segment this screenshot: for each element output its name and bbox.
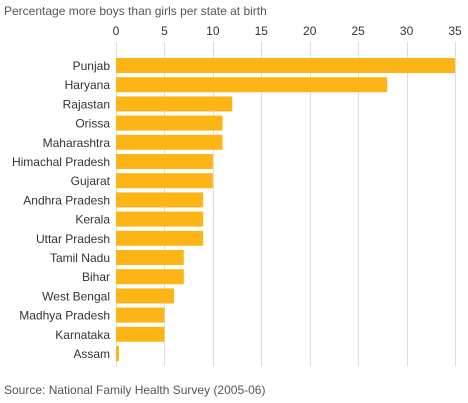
bar [116, 96, 233, 112]
bar [116, 192, 204, 208]
category-label: Haryana [65, 78, 111, 92]
category-label: Assam [73, 347, 110, 361]
category-label: Karnataka [55, 328, 110, 342]
bar [116, 288, 175, 304]
x-tick-label: 10 [206, 24, 220, 38]
x-tick-label: 25 [351, 24, 365, 38]
x-axis-ticks: 0 5 10 15 20 25 30 35 [113, 24, 462, 38]
category-label: Maharashtra [43, 136, 111, 150]
bar [116, 134, 223, 150]
bar [116, 346, 119, 361]
bar [116, 154, 213, 169]
bar [116, 326, 165, 342]
category-label: Gujarat [71, 174, 111, 188]
x-tick-label: 0 [113, 24, 120, 38]
category-label: Madhya Pradesh [19, 309, 110, 323]
bar [116, 269, 184, 285]
category-label: Himachal Pradesh [12, 155, 110, 169]
chart-title: Percentage more boys than girls per stat… [4, 4, 267, 18]
category-label: West Bengal [42, 289, 110, 303]
bar [116, 115, 223, 131]
x-tick-label: 20 [303, 24, 317, 38]
bar [116, 230, 204, 246]
chart-source: Source: National Family Health Survey (2… [4, 383, 266, 397]
category-label: Punjab [73, 59, 111, 73]
category-label: Uttar Pradesh [36, 232, 110, 246]
x-tick-label: 35 [448, 24, 462, 38]
x-tick-label: 5 [161, 24, 168, 38]
bar [116, 58, 455, 73]
category-label: Tamil Nadu [50, 251, 110, 265]
bar [116, 77, 388, 93]
bar [116, 307, 165, 323]
bars [116, 58, 455, 361]
category-label: Andhra Pradesh [23, 193, 110, 207]
category-label: Kerala [75, 213, 110, 227]
x-tick-label: 15 [255, 24, 269, 38]
bar [116, 250, 184, 265]
bar [116, 173, 213, 189]
category-labels: Punjab Haryana Rajastan Orissa Maharashtra Hi… [12, 59, 111, 361]
category-label: Bihar [82, 270, 110, 284]
x-tick-label: 30 [400, 24, 414, 38]
bar [116, 211, 204, 227]
category-label: Orissa [75, 117, 110, 131]
category-label: Rajastan [63, 97, 110, 111]
